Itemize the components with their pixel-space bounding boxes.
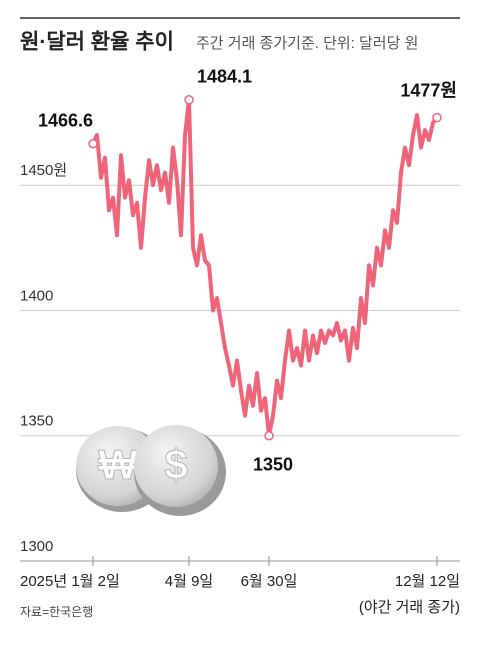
value-label: 1477원 bbox=[400, 80, 457, 100]
source: 자료=한국은행 bbox=[20, 604, 93, 619]
y-tick-label: 1300 bbox=[20, 538, 53, 555]
coins: ₩ $ bbox=[76, 425, 226, 516]
chart-subtitle: 주간 거래 종가기준. 단위: 달러당 원 bbox=[196, 35, 418, 52]
value-label: 1350 bbox=[253, 454, 293, 474]
point-marker bbox=[432, 112, 442, 123]
coin bbox=[134, 425, 218, 507]
value-label: 1466.6 bbox=[38, 110, 93, 130]
x-tick-label: 2025년 1월 2일 bbox=[20, 573, 120, 590]
coin-symbol: $ bbox=[164, 441, 187, 488]
y-tick-label: 1450원 bbox=[20, 162, 67, 179]
x-tick-label: 4월 9일 bbox=[165, 573, 213, 590]
coin-symbol: ₩ bbox=[98, 441, 138, 488]
y-tick-label: 1350 bbox=[20, 413, 53, 430]
point-marker bbox=[88, 138, 98, 149]
y-tick-label: 1400 bbox=[20, 287, 53, 304]
value-label: 1484.1 bbox=[197, 67, 252, 87]
x-note: (야간 거래 종가) bbox=[359, 599, 460, 616]
line bbox=[91, 97, 439, 438]
chart-title: 원·달러 환율 추이 bbox=[20, 31, 174, 54]
point-marker bbox=[184, 95, 194, 105]
point-marker bbox=[264, 430, 274, 441]
x-tick-label: 6월 30일 bbox=[241, 573, 298, 590]
x-tick-label: 12월 12일 bbox=[395, 573, 460, 590]
